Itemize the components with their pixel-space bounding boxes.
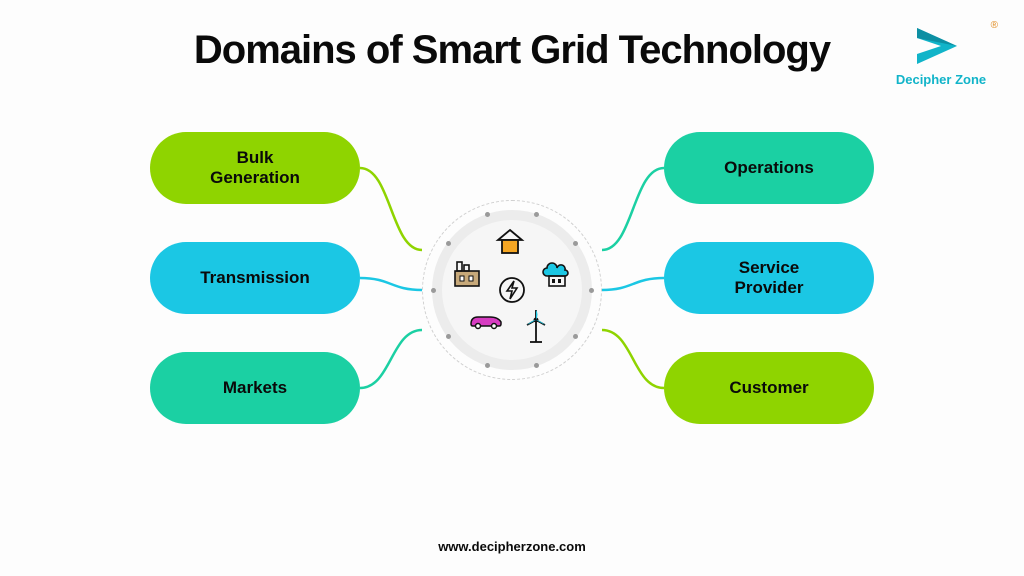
connector xyxy=(602,330,664,388)
pill-label: Markets xyxy=(223,378,287,398)
registered-mark: ® xyxy=(991,20,998,31)
connector xyxy=(360,330,422,388)
connector xyxy=(602,278,664,290)
pill-customer: Customer xyxy=(664,352,874,424)
pill-transmission: Transmission xyxy=(150,242,360,314)
pill-label: BulkGeneration xyxy=(210,148,300,187)
factory-icon xyxy=(451,259,483,294)
logo-text: Decipher Zone xyxy=(886,72,996,87)
connector xyxy=(360,168,422,250)
pill-label: Customer xyxy=(729,378,808,398)
brand-logo: ® Decipher Zone xyxy=(886,24,996,87)
connector xyxy=(360,278,422,290)
hub-dot xyxy=(431,288,436,293)
pill-service-provider: ServiceProvider xyxy=(664,242,874,314)
hub-dot xyxy=(446,241,451,246)
pill-label: Transmission xyxy=(200,268,310,288)
footer-url: www.decipherzone.com xyxy=(0,539,1024,554)
hub-dot xyxy=(589,288,594,293)
page-title: Domains of Smart Grid Technology xyxy=(0,28,1024,73)
connector xyxy=(602,168,664,250)
bolt-icon xyxy=(497,275,527,310)
hub-dot xyxy=(485,363,490,368)
hub-dot xyxy=(446,334,451,339)
cloud-factory-icon xyxy=(539,259,573,294)
pill-operations: Operations xyxy=(664,132,874,204)
house-icon xyxy=(495,227,525,262)
logo-mark xyxy=(911,24,971,68)
hub-dot xyxy=(534,363,539,368)
pill-label: ServiceProvider xyxy=(735,258,804,297)
pill-bulk-generation: BulkGeneration xyxy=(150,132,360,204)
pill-markets: Markets xyxy=(150,352,360,424)
wind-icon xyxy=(522,310,550,349)
pill-label: Operations xyxy=(724,158,814,178)
car-icon xyxy=(468,310,504,335)
